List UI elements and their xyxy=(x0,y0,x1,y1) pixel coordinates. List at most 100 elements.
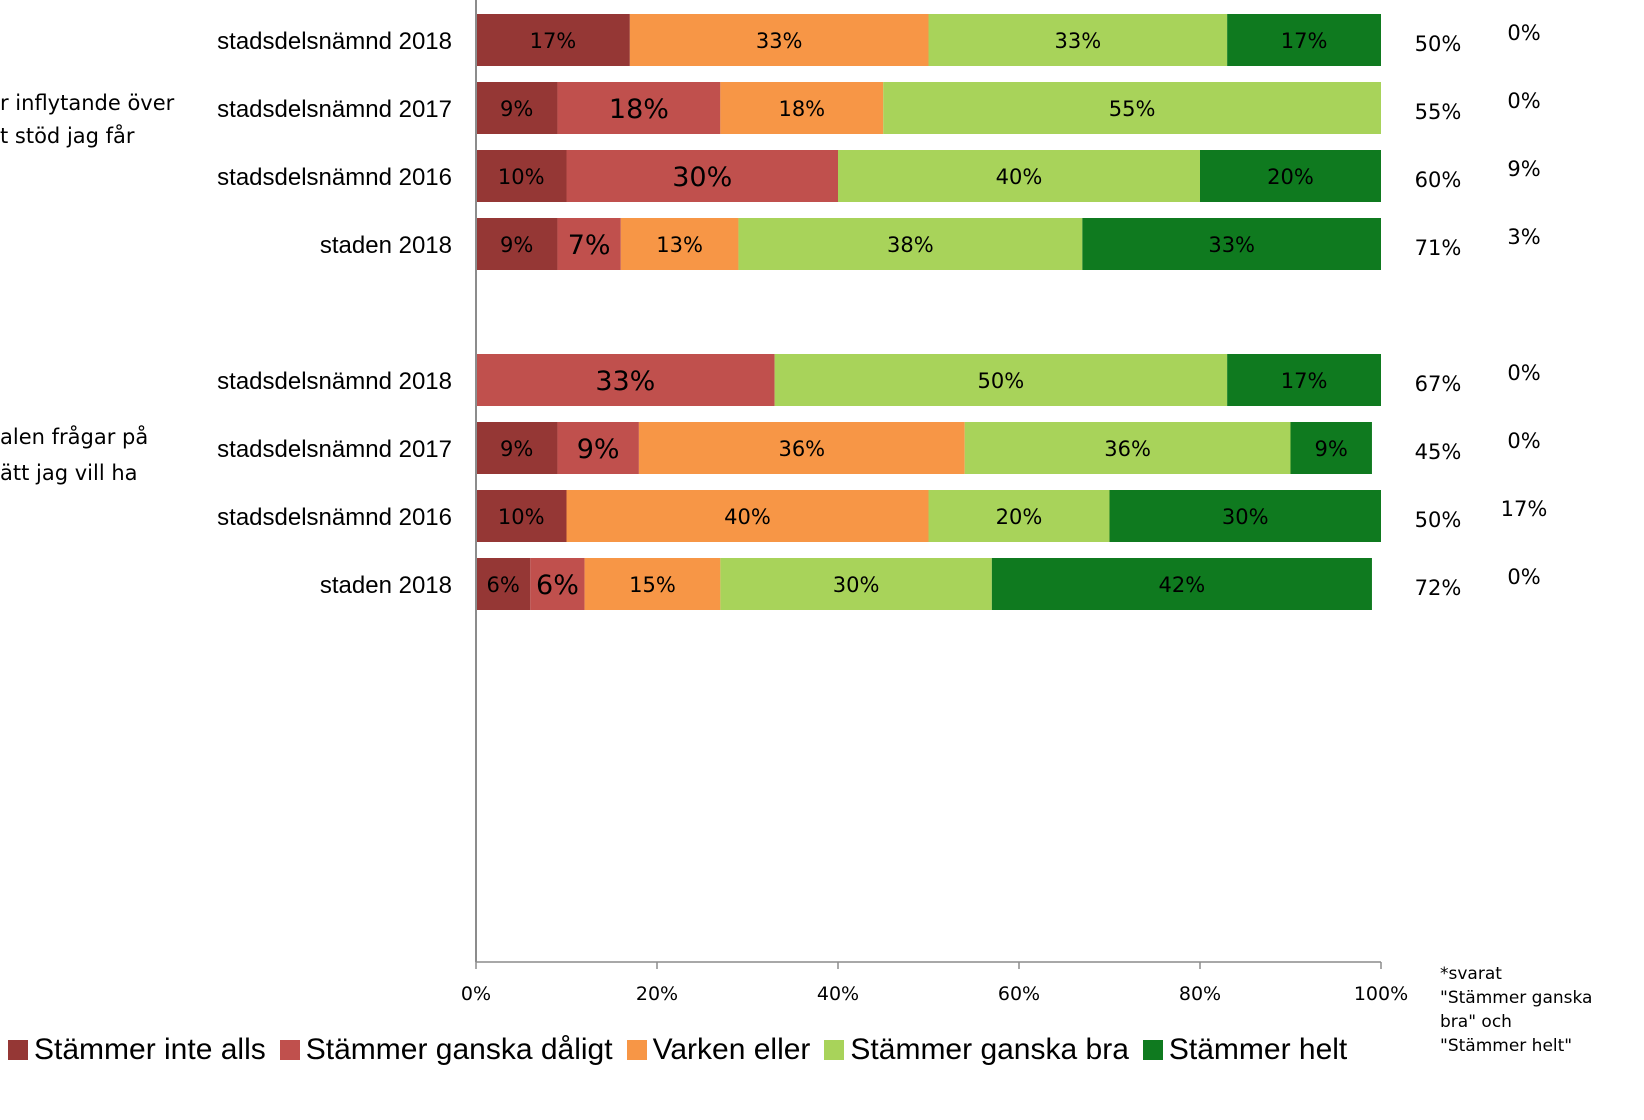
combined-share-label: 50% xyxy=(1415,32,1462,56)
data-label: 30% xyxy=(833,573,880,597)
data-label: 9% xyxy=(500,97,533,121)
x-tick-label: 80% xyxy=(1179,983,1221,1005)
legend-label: Stämmer ganska bra xyxy=(850,1033,1129,1066)
data-label: 13% xyxy=(656,233,703,257)
x-tick-label: 20% xyxy=(636,983,678,1005)
bar-segment xyxy=(476,150,567,202)
category-label: stadsdelsnämnd 2018 xyxy=(217,368,452,395)
legend-item: Varken eller xyxy=(626,1033,811,1067)
data-label: 18% xyxy=(778,97,825,121)
data-label: 10% xyxy=(498,165,545,189)
data-label: 7% xyxy=(568,230,611,261)
data-label: 40% xyxy=(996,165,1043,189)
data-label: 36% xyxy=(1104,437,1151,461)
bar-segment xyxy=(638,422,965,474)
data-label: 9% xyxy=(1315,437,1348,461)
group-label: ätt jag vill ha xyxy=(0,461,138,485)
bar-segment xyxy=(476,490,567,542)
data-label: 36% xyxy=(778,437,825,461)
bar-segment xyxy=(476,82,558,134)
bar-segment xyxy=(566,150,838,202)
group-label: r inflytande över xyxy=(0,91,175,115)
legend: Stämmer inte alls Stämmer ganska dåligt Va… xyxy=(8,1030,1361,1070)
combined-share-label: 67% xyxy=(1415,372,1462,396)
x-tick-label: 60% xyxy=(998,983,1040,1005)
data-label: 17% xyxy=(1281,369,1328,393)
bar-segment xyxy=(476,354,775,406)
combined-share-label: 72% xyxy=(1415,576,1462,600)
extra-share-label: 0% xyxy=(1507,21,1540,45)
legend-item: Stämmer ganska bra xyxy=(824,1033,1129,1067)
combined-share-label: 71% xyxy=(1415,236,1462,260)
footnote: *svarat "Stämmer ganska bra" och "Stämme… xyxy=(1440,964,1593,1056)
bar-segment xyxy=(1082,218,1381,270)
category-label: stadsdelsnämnd 2017 xyxy=(217,96,452,123)
data-label: 9% xyxy=(500,437,533,461)
bar-segment xyxy=(584,558,721,610)
bar-segment xyxy=(1200,150,1381,202)
bar-segment xyxy=(738,218,1083,270)
legend-label: Varken eller xyxy=(652,1033,811,1066)
extra-share-label: 0% xyxy=(1507,89,1540,113)
bar-segment xyxy=(629,14,929,66)
bar-segment xyxy=(476,14,630,66)
bar-segment xyxy=(476,558,531,610)
bar-segment xyxy=(530,558,585,610)
data-label: 20% xyxy=(1267,165,1314,189)
legend-item: Stämmer inte alls xyxy=(8,1033,266,1067)
extra-share-label: 0% xyxy=(1507,565,1540,589)
combined-share-label: 60% xyxy=(1415,168,1462,192)
data-label: 55% xyxy=(1109,97,1156,121)
bar-segment xyxy=(928,14,1228,66)
data-label: 9% xyxy=(577,434,620,465)
extra-share-label: 0% xyxy=(1507,429,1540,453)
x-tick-label: 0% xyxy=(461,983,491,1005)
group-label: t stöd jag får xyxy=(0,123,135,148)
category-label: stadsdelsnämnd 2017 xyxy=(217,436,452,463)
bar-segment xyxy=(1227,14,1381,66)
data-label: 30% xyxy=(1222,505,1269,529)
category-label: stadsdelsnämnd 2018 xyxy=(217,28,452,55)
data-label: 6% xyxy=(536,570,579,601)
data-label: 30% xyxy=(672,162,732,193)
legend-swatch xyxy=(824,1040,845,1060)
bar-segment xyxy=(883,82,1381,134)
legend-swatch xyxy=(279,1040,300,1060)
data-label: 42% xyxy=(1159,573,1206,597)
legend-item: Stämmer helt xyxy=(1142,1033,1348,1067)
data-label: 10% xyxy=(498,505,545,529)
data-label: 38% xyxy=(887,233,934,257)
combined-share-label: 50% xyxy=(1415,508,1462,532)
bar-segment xyxy=(557,218,621,270)
category-label: stadsdelsnämnd 2016 xyxy=(217,504,452,531)
legend-label: Stämmer ganska dåligt xyxy=(305,1033,613,1066)
legend-label: Stämmer helt xyxy=(1168,1033,1348,1066)
data-label: 20% xyxy=(996,505,1043,529)
data-label: 33% xyxy=(1208,233,1255,257)
combined-share-label: 45% xyxy=(1415,440,1462,464)
data-label: 17% xyxy=(1281,29,1328,53)
legend-swatch xyxy=(626,1040,647,1060)
legend-swatch xyxy=(8,1040,28,1060)
data-label: 6% xyxy=(486,573,519,597)
data-label: 15% xyxy=(629,573,676,597)
data-label: 18% xyxy=(609,94,669,125)
bar-segment xyxy=(1290,422,1372,474)
data-label: 40% xyxy=(724,505,771,529)
x-tick-label: 40% xyxy=(817,983,859,1005)
data-label: 50% xyxy=(978,369,1025,393)
legend-label: Stämmer inte alls xyxy=(34,1033,266,1066)
extra-share-label: 9% xyxy=(1507,157,1540,181)
bar-segment xyxy=(720,558,992,610)
bar-segment xyxy=(476,218,558,270)
bar-segment xyxy=(566,490,929,542)
data-label: 17% xyxy=(530,29,577,53)
bar-segment xyxy=(720,82,884,134)
bar-segment xyxy=(774,354,1228,406)
bar-segment xyxy=(991,558,1372,610)
legend-item: Stämmer ganska dåligt xyxy=(279,1033,613,1067)
bar-segment xyxy=(1227,354,1381,406)
data-label: 33% xyxy=(1054,29,1101,53)
extra-share-label: 17% xyxy=(1501,497,1548,521)
